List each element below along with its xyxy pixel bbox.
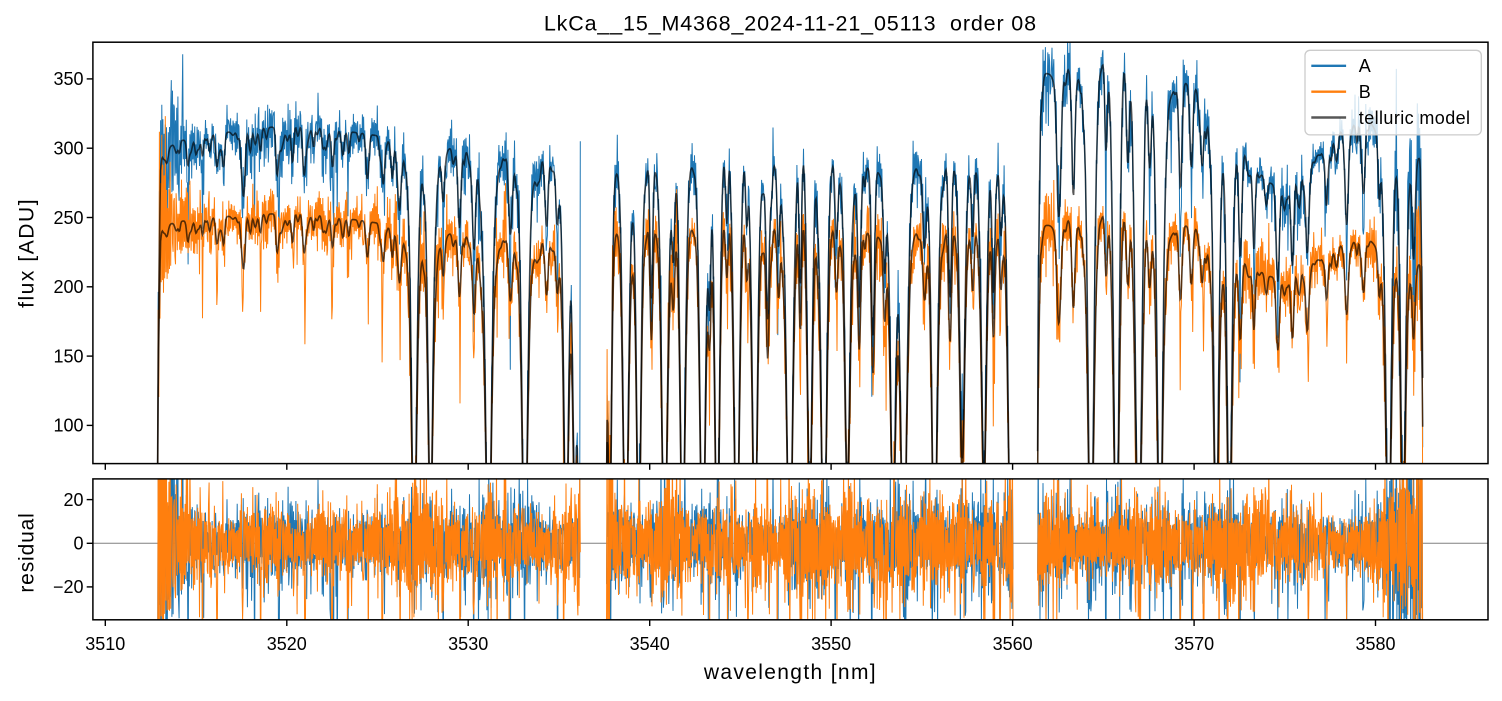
svg-text:wavelength [nm]: wavelength [nm] xyxy=(703,661,877,684)
svg-text:0: 0 xyxy=(73,534,83,554)
svg-text:3510: 3510 xyxy=(85,634,125,654)
svg-text:residual: residual xyxy=(16,512,39,592)
svg-text:200: 200 xyxy=(53,277,83,297)
svg-text:telluric model: telluric model xyxy=(1359,108,1471,128)
svg-text:3530: 3530 xyxy=(448,634,488,654)
svg-text:−20: −20 xyxy=(53,577,84,597)
svg-text:350: 350 xyxy=(53,69,83,89)
svg-text:250: 250 xyxy=(53,208,83,228)
svg-text:3580: 3580 xyxy=(1355,634,1395,654)
svg-text:LkCa__15_M4368_2024-11-21_0511: LkCa__15_M4368_2024-11-21_05113 order 08 xyxy=(544,12,1037,36)
svg-text:A: A xyxy=(1359,56,1371,76)
svg-text:3520: 3520 xyxy=(267,634,307,654)
svg-text:3540: 3540 xyxy=(630,634,670,654)
svg-text:300: 300 xyxy=(53,139,83,159)
svg-text:150: 150 xyxy=(53,346,83,366)
svg-text:flux [ADU]: flux [ADU] xyxy=(16,198,39,308)
svg-text:B: B xyxy=(1359,82,1371,102)
svg-text:100: 100 xyxy=(53,416,83,436)
svg-text:3560: 3560 xyxy=(993,634,1033,654)
svg-text:20: 20 xyxy=(63,490,83,510)
svg-text:3570: 3570 xyxy=(1174,634,1214,654)
svg-text:3550: 3550 xyxy=(811,634,851,654)
